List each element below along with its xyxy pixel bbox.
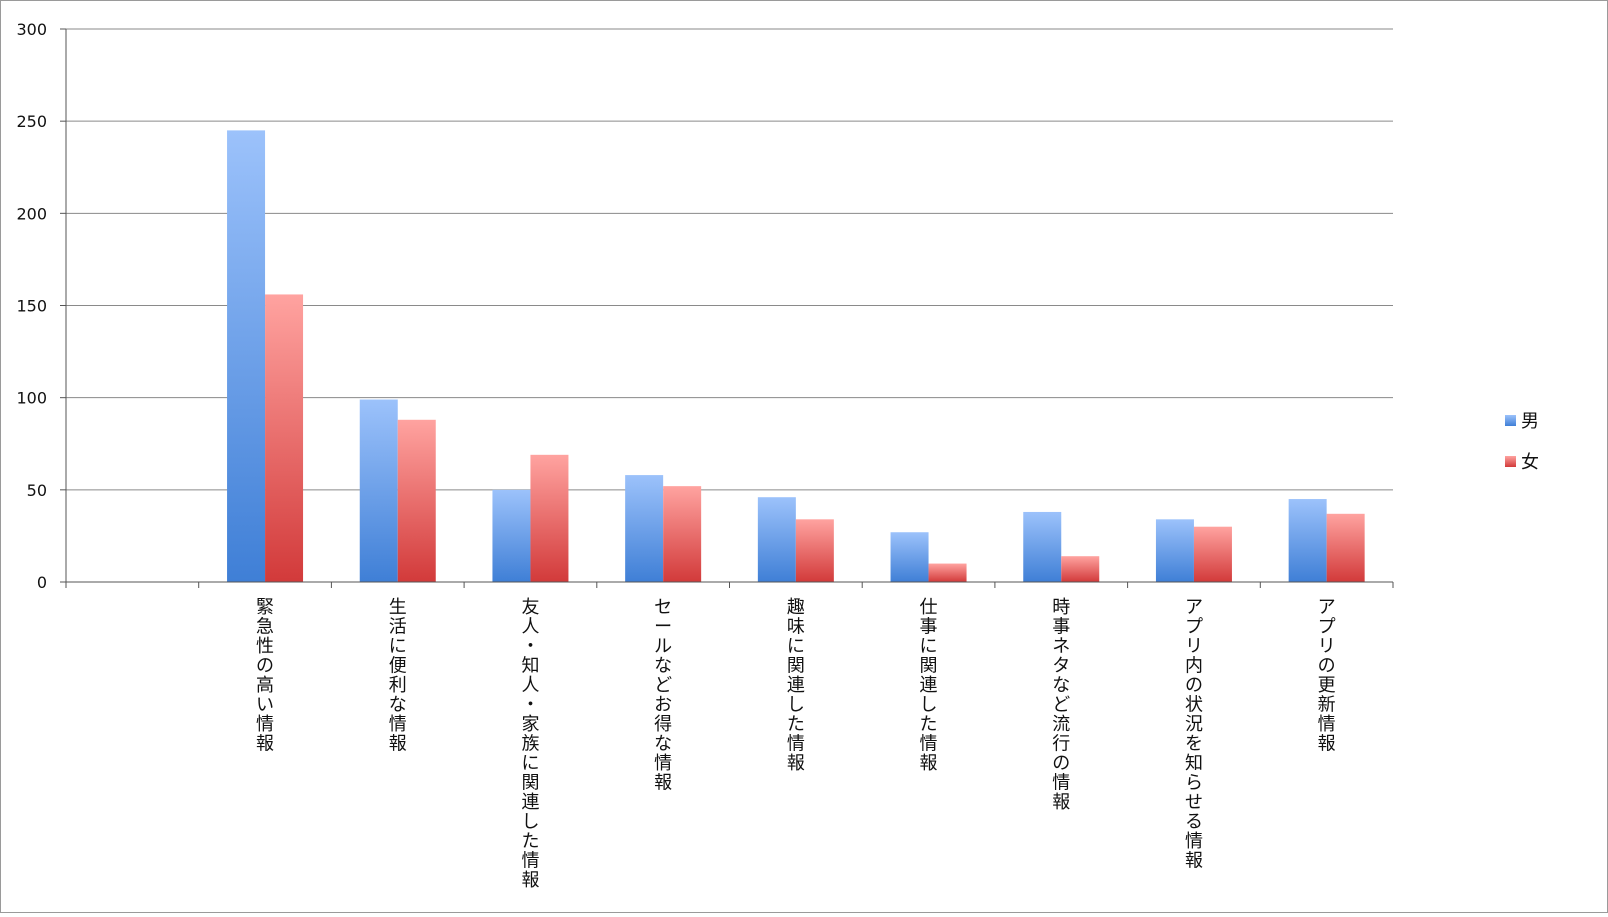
bar-male: [1023, 511, 1062, 582]
bar-male: [227, 130, 266, 582]
y-tick-label: 100: [16, 389, 47, 408]
legend-label: 男: [1521, 411, 1539, 432]
category-label: 生活に便利な情報: [389, 597, 407, 755]
y-tick-label: 150: [16, 297, 47, 316]
y-tick-label: 300: [16, 20, 47, 39]
legend: 男女: [1505, 411, 1539, 473]
category-label: 趣味に関連した情報: [787, 597, 805, 774]
legend-label: 女: [1521, 452, 1539, 473]
category-label: 仕事に関連した情報: [920, 597, 938, 774]
bar-male: [890, 532, 929, 582]
y-tick-label: 50: [27, 481, 47, 500]
y-tick-label: 200: [16, 204, 47, 223]
y-tick-label: 250: [16, 112, 47, 131]
bar-male: [359, 399, 398, 582]
category-label: セールなどお得な情報: [654, 597, 672, 794]
bar-female: [795, 519, 834, 582]
bar-male: [1288, 499, 1327, 582]
bar-female: [397, 419, 436, 582]
bar-female: [1193, 526, 1232, 582]
legend-swatch: [1505, 415, 1516, 426]
bar-male: [492, 489, 531, 582]
bar-female: [1061, 556, 1100, 582]
category-label: アプリの更新情報: [1318, 597, 1336, 755]
category-label: 時事ネタなど流行の情報: [1052, 597, 1070, 813]
bar-male: [625, 475, 664, 582]
bar-female: [928, 563, 967, 582]
legend-swatch: [1505, 456, 1516, 467]
bar-female: [265, 294, 304, 582]
bars: [227, 130, 1365, 582]
axes: [60, 28, 1394, 588]
y-axis-tick-labels: 0 50 100 150 200 250 300: [16, 20, 47, 592]
category-label: 友人・知人・家族に関連した情報: [521, 597, 539, 891]
category-label: アプリ内の状況を知らせる情報: [1185, 597, 1203, 872]
bar-male: [1155, 519, 1194, 582]
x-axis-category-labels: 緊急性の高い情報 生活に便利な情報 友人・知人・家族に関連した情報 セールなどお得な情…: [256, 597, 1336, 891]
bar-female: [1326, 513, 1365, 582]
y-tick-label: 0: [37, 573, 47, 592]
bar-female: [530, 454, 569, 582]
bar-female: [663, 486, 702, 582]
category-label: 緊急性の高い情報: [256, 597, 274, 755]
bar-male: [757, 497, 796, 582]
